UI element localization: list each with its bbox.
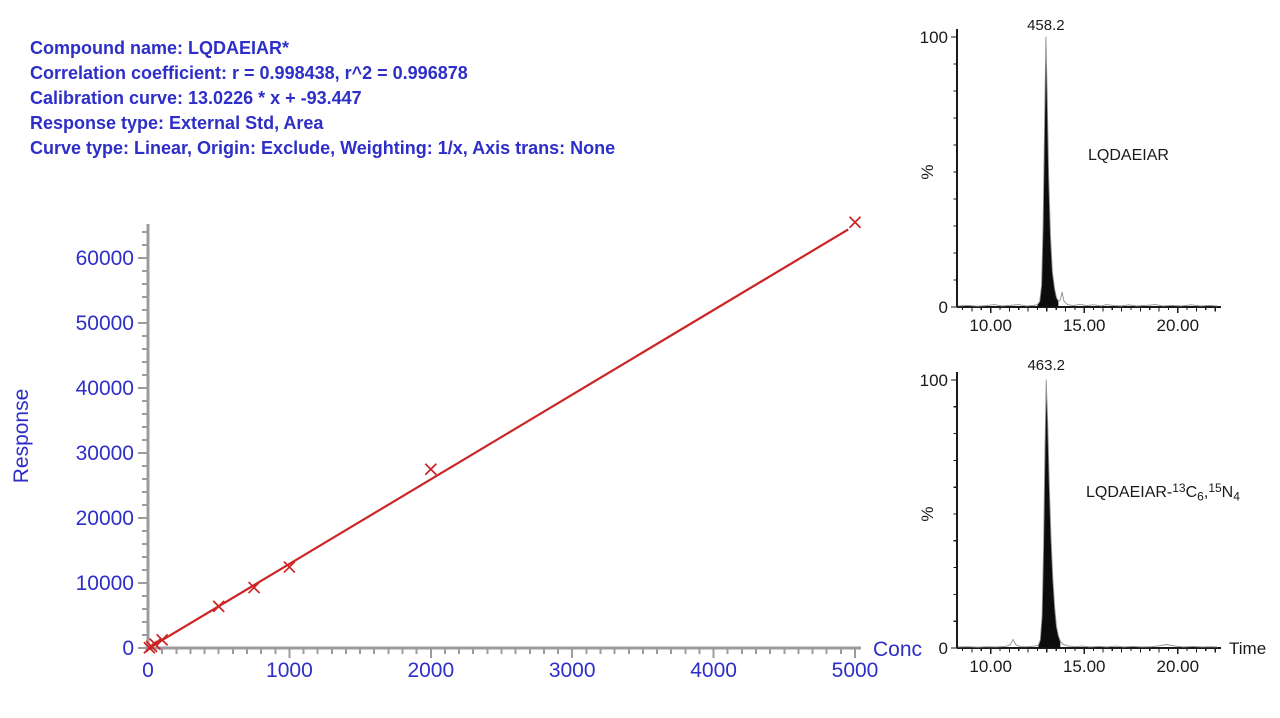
cal-axis-labels: 0 10000 20000 30000 40000 50000 60000 0 1000 2000… <box>10 247 922 682</box>
svg-text:0: 0 <box>939 298 948 317</box>
cal-y-axis-title: Response <box>10 389 33 484</box>
correlation-coefficient-line: Correlation coefficient: r = 0.998438, r… <box>30 63 468 83</box>
cal-axes <box>138 224 861 658</box>
cal-x-axis-title: Conc <box>873 638 922 661</box>
calibration-header: Compound name: LQDAEIAR* Correlation coe… <box>30 36 615 161</box>
chrom-bottom-y-axis-title: % <box>920 506 937 521</box>
svg-text:10000: 10000 <box>76 572 134 595</box>
compound-name-line: Compound name: LQDAEIAR* <box>30 38 289 58</box>
chrom-bottom-labels: 0 100 10.00 15.00 20.00% Time 463.2 <box>920 357 1266 676</box>
chrom-bottom-x-axis-title: Time <box>1229 639 1266 658</box>
svg-text:1000: 1000 <box>266 659 313 682</box>
svg-text:4000: 4000 <box>690 659 737 682</box>
svg-text:20000: 20000 <box>76 507 134 530</box>
chrom-top-trace <box>957 36 1218 307</box>
cal-data-points <box>143 216 862 654</box>
svg-text:20.00: 20.00 <box>1157 657 1200 676</box>
svg-text:30000: 30000 <box>76 442 134 465</box>
svg-text:0: 0 <box>142 659 154 682</box>
curve-type-line: Curve type: Linear, Origin: Exclude, Wei… <box>30 138 616 158</box>
chromatogram-top: 0 100 10.00 15.00 20.00% 458.2 LQDAEIAR <box>920 17 1221 335</box>
chrom-top-compound-annotation: LQDAEIAR <box>1088 147 1169 164</box>
calibration-curve-line: Calibration curve: 13.0226 * x + -93.447 <box>30 88 362 108</box>
chrom-bottom-axes <box>951 372 1221 654</box>
chrom-top-y-axis-title: % <box>920 164 937 179</box>
svg-text:100: 100 <box>920 371 948 390</box>
svg-text:15.00: 15.00 <box>1063 316 1106 335</box>
svg-text:10.00: 10.00 <box>969 316 1012 335</box>
svg-text:40000: 40000 <box>76 377 134 400</box>
svg-text:3000: 3000 <box>549 659 596 682</box>
cal-fit-line <box>148 228 849 649</box>
calibration-curve-chart: 0 10000 20000 30000 40000 50000 60000 0 1000 2000… <box>10 216 922 682</box>
chrom-bottom-peak-fill <box>1038 380 1061 648</box>
chrom-bottom-trace <box>957 379 1218 648</box>
chrom-bottom-compound-annotation: LQDAEIAR-13C6,15N4 <box>1086 481 1240 504</box>
chrom-top-peak-mass-label: 458.2 <box>1027 17 1065 34</box>
response-type-line: Response type: External Std, Area <box>30 113 324 133</box>
chromatogram-bottom: 0 100 10.00 15.00 20.00% Time 463.2 LQDAEIAR-13… <box>920 357 1266 676</box>
chrom-top-labels: 0 100 10.00 15.00 20.00% 458.2 <box>920 17 1199 335</box>
svg-text:20.00: 20.00 <box>1157 316 1200 335</box>
svg-text:15.00: 15.00 <box>1063 657 1106 676</box>
svg-text:60000: 60000 <box>76 247 134 270</box>
svg-text:2000: 2000 <box>407 659 454 682</box>
svg-text:0: 0 <box>939 639 948 658</box>
svg-text:100: 100 <box>920 28 948 47</box>
chrom-top-axes <box>951 29 1221 313</box>
svg-text:5000: 5000 <box>832 659 879 682</box>
chrom-bottom-peak-mass-label: 463.2 <box>1027 357 1065 374</box>
chrom-top-peak-fill <box>1037 37 1059 307</box>
svg-text:0: 0 <box>122 637 134 660</box>
svg-text:50000: 50000 <box>76 312 134 335</box>
svg-text:10.00: 10.00 <box>969 657 1012 676</box>
